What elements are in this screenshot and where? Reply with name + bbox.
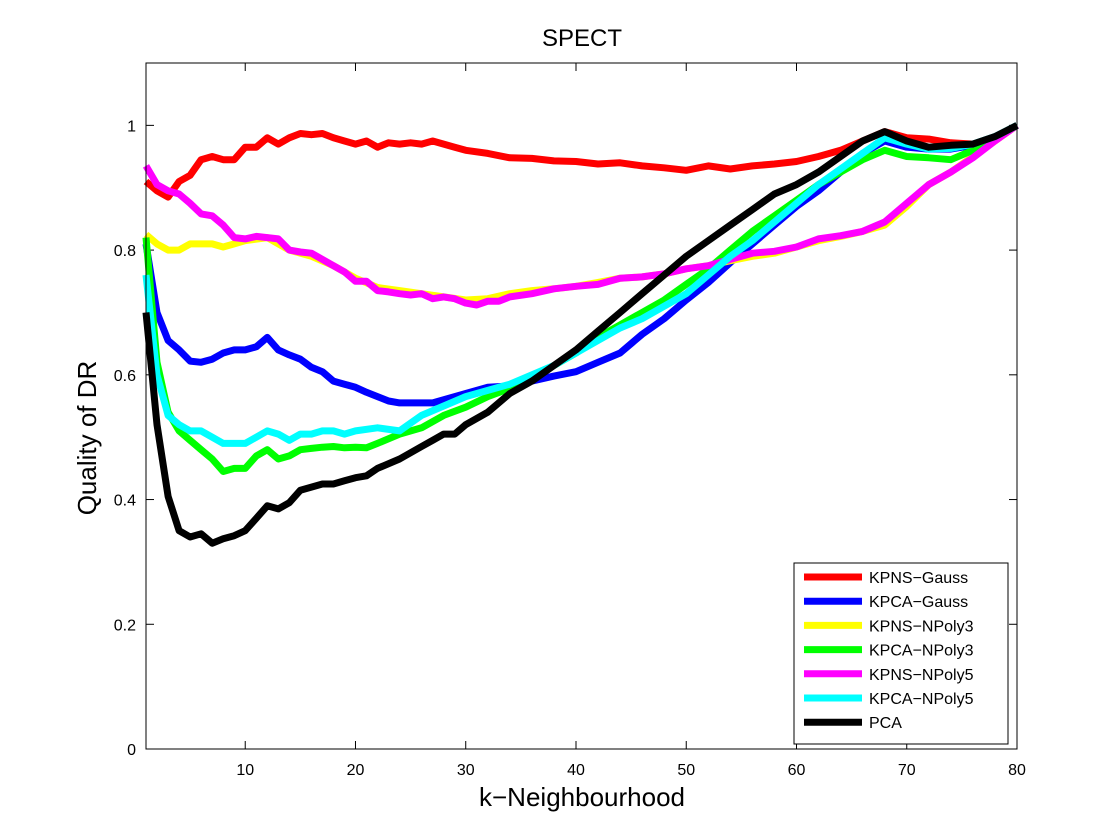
chart-title: SPECT [542,25,622,52]
x-tick-label: 50 [677,762,695,779]
series-lines [142,122,1020,547]
y-tick-label: 0.8 [114,243,136,260]
x-tick-label: 40 [567,762,585,779]
legend-label: KPCA−Gauss [869,594,968,611]
series-line [142,122,1020,309]
x-tick-label: 20 [347,762,365,779]
legend-label: KPNS−NPoly3 [869,618,974,635]
legend-label: KPNS−Gauss [869,570,968,587]
legend: KPNS−Gauss KPCA−Gauss KPNS−NPoly3 KPCA−NPol… [793,562,1009,745]
plot-frame [145,62,1018,750]
y-tick-label: 0.6 [114,368,136,385]
series-line [143,122,1019,201]
legend-label: KPCA−NPoly5 [869,691,974,708]
y-tick-label: 0 [127,742,136,759]
y-tick-label: 1 [127,118,136,135]
legend-label: PCA [869,715,902,732]
x-tick-label: 30 [457,762,475,779]
series-line [142,122,1019,407]
series-line [142,122,1019,447]
x-tick-label: 60 [788,762,806,779]
axis-ticks: 10 20 30 40 50 60 70 80 0 0.2 0.4 0.6 0.8 1 [114,63,1026,779]
legend-label: KPCA−NPoly3 [869,643,974,660]
x-tick-label: 70 [898,762,916,779]
y-tick-label: 0.4 [114,493,136,510]
y-axis-title: Quality of DR [72,361,102,516]
legend-label: KPNS−NPoly5 [869,667,974,684]
x-tick-label: 80 [1008,762,1026,779]
series-line [142,122,1019,547]
x-tick-label: 10 [236,762,254,779]
x-axis-title: k−Neighbourhood [479,782,685,812]
legend-box [793,562,1009,745]
y-tick-label: 0.2 [114,617,136,634]
